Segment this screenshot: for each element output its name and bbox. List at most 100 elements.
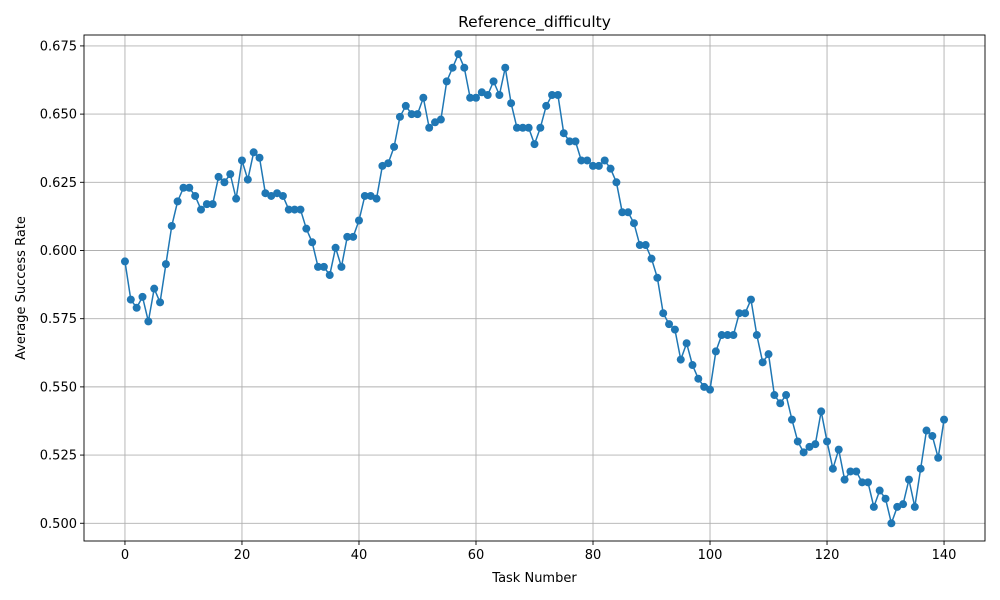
data-point <box>512 123 521 132</box>
chart-title: Reference_difficulty <box>458 13 611 32</box>
data-point <box>343 232 352 241</box>
data-point <box>571 137 580 146</box>
data-point <box>308 238 317 247</box>
series-reference-difficulty <box>120 50 949 528</box>
data-point <box>126 295 135 304</box>
data-point <box>495 91 504 100</box>
data-point <box>834 445 843 454</box>
data-point <box>179 183 188 192</box>
data-point <box>489 77 498 86</box>
data-point <box>401 101 410 110</box>
data-point <box>758 358 767 367</box>
y-tick-label: 0.600 <box>40 244 77 259</box>
data-point <box>641 241 650 250</box>
x-tick-label: 60 <box>468 548 485 563</box>
data-point <box>670 325 679 334</box>
data-point <box>863 478 872 487</box>
data-point <box>226 170 235 179</box>
data-point <box>688 361 697 370</box>
data-point <box>325 271 334 280</box>
data-point <box>436 115 445 124</box>
data-point <box>232 194 241 203</box>
data-point <box>904 475 913 484</box>
data-point <box>706 385 715 394</box>
data-point <box>776 399 785 408</box>
data-point <box>524 123 533 132</box>
data-point <box>243 175 252 184</box>
data-point <box>676 355 685 364</box>
data-point <box>922 426 931 435</box>
data-point <box>869 502 878 511</box>
x-axis-label: Task Number <box>491 571 577 586</box>
data-point <box>460 63 469 72</box>
data-point <box>442 77 451 86</box>
x-tick-label: 100 <box>698 548 723 563</box>
data-point <box>390 142 399 151</box>
data-point <box>518 123 527 132</box>
data-point <box>659 309 668 318</box>
data-point <box>372 194 381 203</box>
data-point <box>782 391 791 400</box>
data-point <box>536 123 545 132</box>
data-point <box>565 137 574 146</box>
data-point <box>138 292 147 301</box>
x-tick-label: 80 <box>585 548 602 563</box>
data-point <box>337 262 346 271</box>
data-point <box>466 93 475 102</box>
data-point <box>384 159 393 168</box>
data-point <box>881 494 890 503</box>
data-point <box>185 183 194 192</box>
data-point <box>419 93 428 102</box>
x-tick-label: 140 <box>932 548 957 563</box>
data-point <box>354 216 363 225</box>
data-point <box>852 467 861 476</box>
data-point <box>799 448 808 457</box>
data-point <box>787 415 796 424</box>
data-point <box>665 320 674 329</box>
data-point <box>934 453 943 462</box>
data-point <box>360 191 369 200</box>
data-point <box>600 156 609 165</box>
data-point <box>828 464 837 473</box>
data-point <box>764 350 773 359</box>
y-tick-label: 0.625 <box>40 176 77 191</box>
data-point <box>940 415 949 424</box>
data-point <box>284 205 293 214</box>
data-point <box>319 262 328 271</box>
data-point <box>577 156 586 165</box>
y-tick-label: 0.550 <box>40 380 77 395</box>
data-point <box>208 200 217 209</box>
data-point <box>694 374 703 383</box>
data-point <box>624 208 633 217</box>
x-tick-label: 120 <box>815 548 840 563</box>
data-point <box>314 262 323 271</box>
data-point <box>770 391 779 400</box>
x-tick-label: 0 <box>121 548 129 563</box>
data-point <box>302 224 311 233</box>
data-point <box>840 475 849 484</box>
y-tick-label: 0.500 <box>40 517 77 532</box>
data-point <box>542 101 551 110</box>
data-point <box>559 129 568 138</box>
y-tick-label: 0.650 <box>40 108 77 123</box>
data-point <box>811 440 820 449</box>
data-point <box>928 431 937 440</box>
data-point <box>161 260 170 269</box>
plot-background <box>84 35 985 541</box>
data-point <box>255 153 264 162</box>
data-point <box>331 243 340 252</box>
data-point <box>752 331 761 340</box>
data-point <box>618 208 627 217</box>
data-point <box>501 63 510 72</box>
x-tick-label: 40 <box>351 548 368 563</box>
data-point <box>793 437 802 446</box>
data-point <box>846 467 855 476</box>
data-point <box>910 502 919 511</box>
data-point <box>916 464 925 473</box>
data-point <box>653 273 662 282</box>
data-point <box>214 172 223 181</box>
data-point <box>191 191 200 200</box>
data-point <box>647 254 656 263</box>
data-point <box>448 63 457 72</box>
